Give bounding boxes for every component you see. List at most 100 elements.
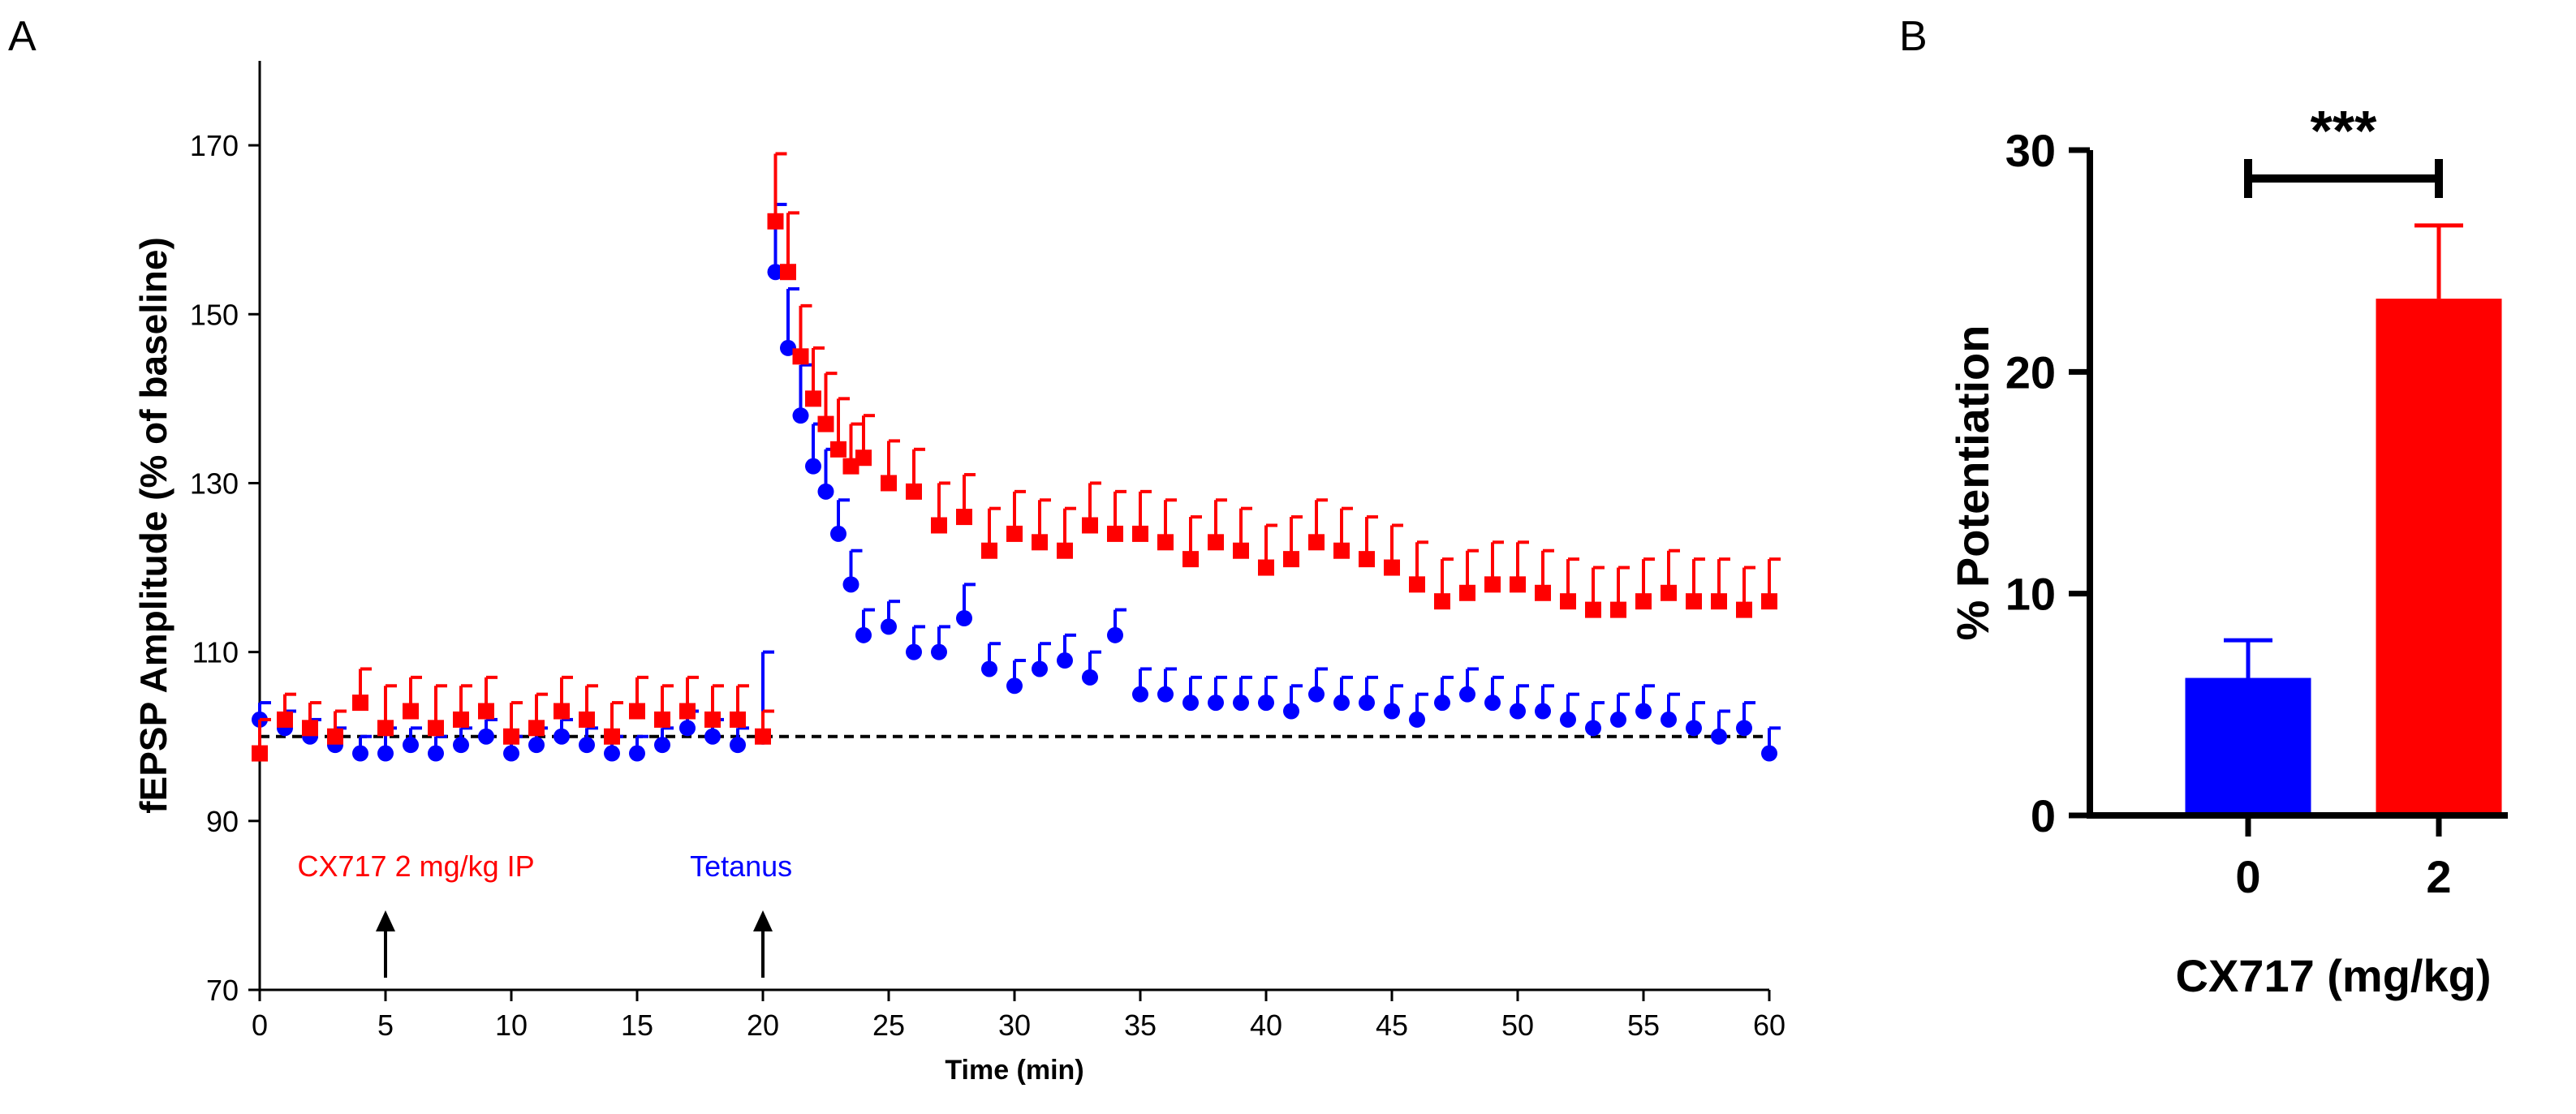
data-point [352,695,368,712]
data-point [780,264,796,281]
chart-b-bars [2185,223,2502,816]
data-point [704,711,721,728]
data-point [1182,551,1199,568]
x-tick-label: 55 [1627,1009,1660,1042]
data-point [1132,525,1148,542]
data-point [1006,525,1023,542]
x-tick-label: 30 [998,1009,1031,1042]
data-point [1082,669,1098,686]
data-point [842,576,859,593]
data-point [1032,660,1048,677]
data-point [377,745,394,762]
significance-bracket [2244,159,2443,198]
data-point [1132,686,1148,703]
data-point [629,745,645,762]
data-point [1560,711,1576,728]
data-point [1585,720,1601,737]
x-tick-label: 5 [377,1009,394,1042]
data-point [1610,601,1626,618]
data-point [503,728,519,745]
chart-b-x-label: CX717 (mg/kg) [2176,950,2492,1001]
significance-stars: *** [2311,99,2377,162]
x-tick-label: 45 [1376,1009,1408,1042]
data-point [906,483,922,500]
bar [2185,677,2311,815]
chart-a-x-label: Time (min) [945,1055,1083,1086]
panel-b-label: B [1899,13,1928,60]
data-point [1082,517,1098,534]
data-point [377,720,394,737]
data-point [817,415,834,432]
chart-b-y-ticks: 0 10 20 30 [2005,125,2090,841]
data-point [679,703,696,720]
y-tick-label: 20 [2005,346,2056,398]
x-tick-label: 25 [872,1009,905,1042]
arrow-head [753,910,773,931]
data-point [1409,576,1425,593]
data-point [1510,703,1526,720]
data-point [428,745,444,762]
data-point [327,728,343,745]
annotation-tetanus: Tetanus [690,849,792,883]
data-point [654,711,670,728]
y-tick-label: 0 [2031,790,2056,841]
chart-a-y-label: fEPSP Amplitude (% of baseline) [132,237,174,814]
arrow-up-icon [376,910,395,978]
data-point [931,643,947,660]
x-tick-label: 50 [1501,1009,1534,1042]
data-point [780,339,796,356]
data-point [579,711,595,728]
data-point [956,610,972,626]
data-point [554,703,570,720]
chart-b-y-label: % Potentiation [1947,325,1998,641]
arrow-up-icon [753,910,773,978]
data-point [981,542,997,559]
data-point [1761,593,1777,610]
data-point [1283,703,1299,720]
data-point [1057,652,1073,669]
data-point [1308,686,1325,703]
data-point [1333,695,1350,712]
data-point [755,728,771,745]
x-tick-label: 20 [747,1009,779,1042]
annotation-cx717: CX717 2 mg/kg IP [298,849,535,883]
data-point [1208,534,1224,551]
data-point [830,525,846,542]
data-point [302,720,318,737]
data-point [1434,695,1450,712]
data-point [554,728,570,745]
data-point [1560,593,1576,610]
data-point [1208,695,1224,712]
data-point [956,509,972,526]
data-point [805,458,821,475]
data-point [1585,601,1601,618]
data-point [403,703,419,720]
x-tick-label: 40 [1250,1009,1282,1042]
data-point [981,660,997,677]
series-cx717 [252,152,1781,762]
data-point [1308,534,1325,551]
y-tick-label: 70 [206,974,239,1007]
data-point [528,737,545,754]
data-point [1258,559,1274,576]
x-tick-label: 2 [2426,851,2451,902]
data-point [1535,584,1551,601]
y-tick-label: 110 [192,636,239,669]
data-point [931,517,947,534]
data-point [478,728,494,745]
data-point [1484,695,1501,712]
x-tick-label: 15 [621,1009,653,1042]
data-point [792,407,809,424]
data-point [352,745,368,762]
y-tick-label: 10 [2005,569,2056,620]
data-point [1459,584,1475,601]
x-tick-label: 0 [2235,851,2260,902]
series-control [252,202,1781,762]
data-point [855,449,872,467]
data-point [1686,593,1702,610]
x-tick-label: 10 [495,1009,528,1042]
y-tick-label: 90 [206,805,239,838]
data-point [1736,720,1752,737]
y-tick-label: 150 [190,298,239,331]
